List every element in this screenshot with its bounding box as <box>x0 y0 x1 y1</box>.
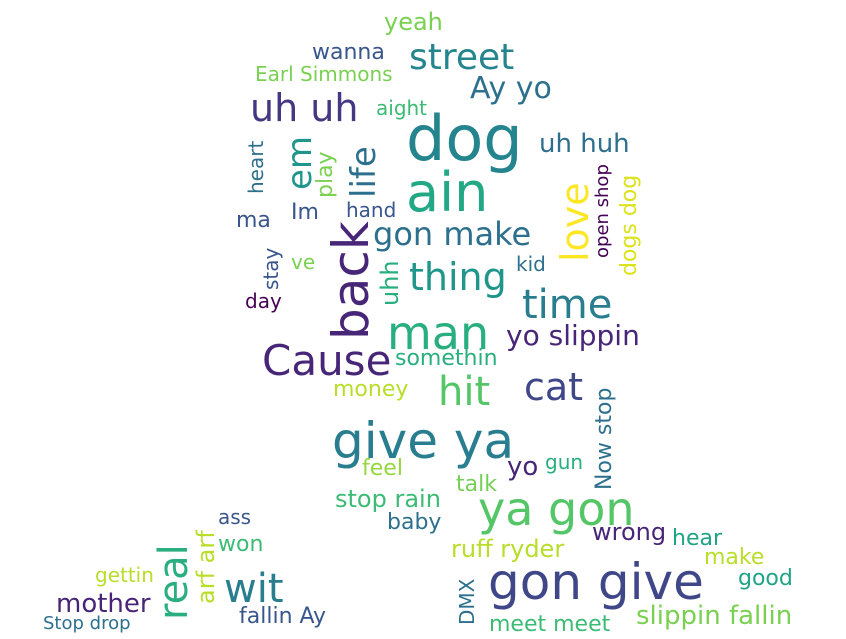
word-somethin: somethin <box>395 346 498 371</box>
word-baby: baby <box>387 510 442 535</box>
word-day: day <box>245 289 282 313</box>
word-street: street <box>409 37 515 78</box>
word-love: love <box>553 182 597 262</box>
word-gon-make: gon make <box>373 215 532 253</box>
word-cat: cat <box>524 365 584 409</box>
word-meet-meet: meet meet <box>489 612 611 637</box>
word-uhh: uhh <box>376 260 404 306</box>
word-uh-huh: uh huh <box>539 129 630 159</box>
word-good: good <box>738 566 793 591</box>
word-now-stop: Now stop <box>592 387 617 490</box>
word-talk: talk <box>456 472 497 497</box>
word-man: man <box>387 306 490 360</box>
word-heart: heart <box>244 140 268 194</box>
word-ve: ve <box>291 250 316 274</box>
word-gettin: gettin <box>95 563 154 587</box>
word-stop-rain: stop rain <box>335 485 441 513</box>
word-yo: yo <box>507 452 539 482</box>
word-ass: ass <box>218 505 252 529</box>
word-yeah: yeah <box>384 8 443 36</box>
word-im: Im <box>291 200 319 225</box>
word-slippin-fallin: slippin fallin <box>636 601 793 631</box>
word-wanna: wanna <box>312 40 385 65</box>
word-thing: thing <box>409 255 507 299</box>
word-play: play <box>313 151 338 198</box>
word-hit: hit <box>438 369 491 415</box>
word-em: em <box>280 135 320 190</box>
word-kid: kid <box>516 252 546 276</box>
word-real: real <box>151 544 197 620</box>
word-uh-uh: uh uh <box>250 86 359 130</box>
word-fallin-ay: fallin Ay <box>239 604 327 629</box>
word-dmx: DMX <box>455 578 479 625</box>
word-hand: hand <box>346 198 397 222</box>
word-ay-yo: Ay yo <box>470 71 552 106</box>
word-aight: aight <box>376 96 428 120</box>
word-stay: stay <box>259 247 283 290</box>
word-ain: ain <box>406 161 489 224</box>
word-give-ya: give ya <box>332 412 515 470</box>
word-life: life <box>344 146 384 198</box>
word-ruff-ryder: ruff ryder <box>451 535 565 563</box>
word-arf-arf: arf arf <box>192 530 220 604</box>
word-wit: wit <box>224 566 284 612</box>
word-mother: mother <box>56 589 151 619</box>
word-time: time <box>522 282 613 328</box>
word-money: money <box>333 377 409 402</box>
word-earl-simmons: Earl Simmons <box>255 62 393 86</box>
word-dog: dog <box>406 102 523 175</box>
word-make: make <box>704 545 765 570</box>
word-stop-drop: Stop drop <box>43 613 131 634</box>
word-gun: gun <box>545 450 584 474</box>
word-cause: Cause <box>262 336 392 385</box>
word-gon-give: gon give <box>488 553 704 611</box>
word-yo-slippin: yo slippin <box>506 319 640 352</box>
word-ma: ma <box>236 208 271 233</box>
word-won: won <box>218 532 264 557</box>
word-open-shop: open shop <box>592 164 613 258</box>
word-dogs-dog: dogs dog <box>617 174 642 276</box>
word-feel: feel <box>362 456 403 481</box>
word-hear: hear <box>672 526 723 551</box>
word-back: back <box>322 221 380 340</box>
word-wrong: wrong <box>592 518 667 546</box>
word-ya-gon: ya gon <box>478 482 635 536</box>
